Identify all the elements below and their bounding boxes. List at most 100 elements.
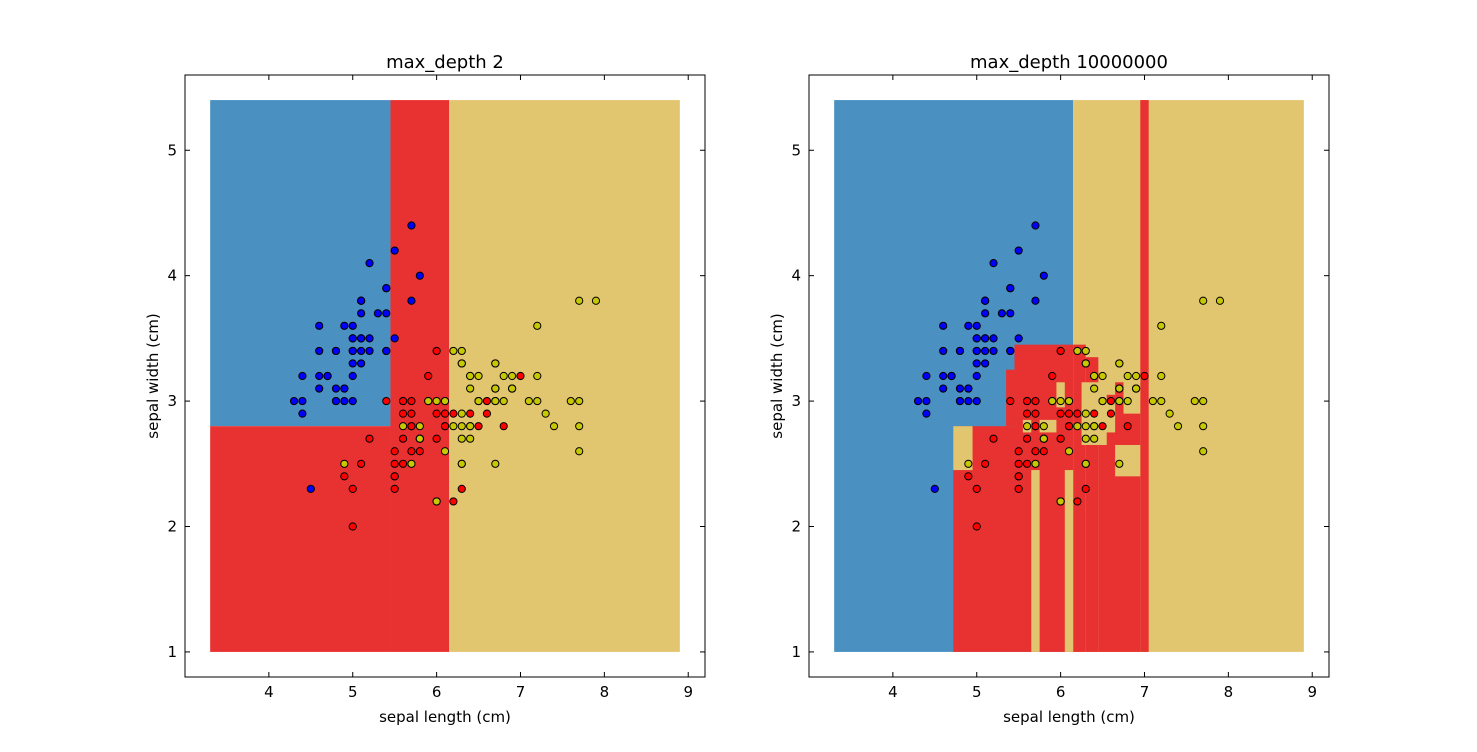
data-point-versicolor xyxy=(407,409,416,418)
data-point-setosa xyxy=(382,284,391,293)
data-point-setosa xyxy=(922,371,931,381)
data-point-versicolor xyxy=(390,447,399,456)
data-point-versicolor xyxy=(1022,396,1032,406)
data-point-virginica xyxy=(457,359,466,368)
data-point-setosa xyxy=(348,396,357,406)
data-point-setosa xyxy=(1031,221,1040,230)
data-point-setosa xyxy=(981,296,990,305)
plot-area: 4 5 6 7 8 9 1 2 3 4 5 xyxy=(791,74,1330,701)
data-point-setosa xyxy=(972,346,981,356)
data-point-setosa xyxy=(1014,334,1023,343)
data-point-virginica xyxy=(1157,371,1166,381)
decision-region-virginica xyxy=(1031,470,1040,652)
data-point-versicolor xyxy=(516,371,525,381)
data-point-setosa xyxy=(1006,346,1015,356)
data-point-virginica xyxy=(466,434,475,443)
data-point-setosa xyxy=(939,384,948,393)
y-axis-label: sepal width (cm) xyxy=(144,313,162,438)
data-point-versicolor xyxy=(432,346,441,356)
data-point-virginica xyxy=(1115,359,1124,368)
data-point-setosa xyxy=(964,384,973,393)
data-point-setosa xyxy=(939,371,948,381)
data-point-versicolor xyxy=(390,472,399,481)
data-point-versicolor xyxy=(1140,371,1149,381)
data-point-virginica xyxy=(1081,359,1090,368)
data-point-versicolor xyxy=(382,396,391,406)
data-point-virginica xyxy=(1081,409,1090,418)
data-point-virginica xyxy=(474,396,483,406)
data-point-versicolor xyxy=(357,459,366,468)
data-point-setosa xyxy=(972,371,981,381)
data-point-setosa xyxy=(323,371,332,381)
x-tick-label: 6 xyxy=(1056,683,1066,701)
data-point-versicolor xyxy=(1106,396,1116,406)
data-point-setosa xyxy=(340,384,349,393)
data-point-virginica xyxy=(1081,434,1090,443)
data-point-setosa xyxy=(331,384,341,393)
data-point-virginica xyxy=(1090,384,1099,393)
data-point-setosa xyxy=(922,396,931,406)
data-point-virginica xyxy=(499,396,508,406)
decision-region-virginica xyxy=(1123,376,1141,414)
data-point-setosa xyxy=(972,321,981,330)
data-point-virginica xyxy=(1090,434,1099,443)
data-point-virginica xyxy=(964,459,973,468)
data-point-virginica xyxy=(1115,384,1124,393)
data-point-virginica xyxy=(1090,422,1099,431)
data-point-virginica xyxy=(507,384,517,393)
data-point-versicolor xyxy=(424,371,433,381)
data-point-versicolor xyxy=(432,434,441,443)
data-point-virginica xyxy=(457,422,466,431)
data-point-virginica xyxy=(466,422,475,431)
data-point-virginica xyxy=(474,371,483,381)
data-point-virginica xyxy=(1048,396,1057,406)
data-point-setosa xyxy=(972,359,981,368)
data-point-setosa xyxy=(964,321,973,330)
x-axis-label: sepal length (cm) xyxy=(379,708,511,726)
data-point-virginica xyxy=(1090,371,1099,381)
data-point-virginica xyxy=(457,434,466,443)
decision-region-versicolor xyxy=(210,426,391,652)
data-point-virginica xyxy=(1064,447,1074,456)
data-point-setosa xyxy=(939,346,948,356)
y-tick-label: 5 xyxy=(791,141,801,159)
data-point-setosa xyxy=(1014,246,1023,255)
data-point-virginica xyxy=(533,371,542,381)
data-point-versicolor xyxy=(1073,497,1082,506)
data-point-virginica xyxy=(1064,396,1074,406)
data-point-versicolor xyxy=(449,497,458,506)
data-point-versicolor xyxy=(432,409,441,418)
plot-area: 4 5 6 7 8 9 1 2 3 4 5 xyxy=(167,74,706,701)
data-point-setosa xyxy=(981,346,990,356)
data-point-versicolor xyxy=(1073,409,1082,418)
data-point-virginica xyxy=(466,371,475,381)
data-point-setosa xyxy=(365,259,374,268)
data-point-virginica xyxy=(415,422,424,431)
data-point-virginica xyxy=(1073,346,1082,356)
chart-title: max_depth 2 xyxy=(386,52,504,73)
data-point-versicolor xyxy=(1022,459,1032,468)
y-axis-label: sepal width (cm) xyxy=(768,313,786,438)
data-point-versicolor xyxy=(398,409,408,418)
x-tick-label: 9 xyxy=(683,683,693,701)
data-point-versicolor xyxy=(989,434,998,443)
data-point-setosa xyxy=(357,346,366,356)
data-point-virginica xyxy=(1115,396,1124,406)
data-point-setosa xyxy=(930,484,939,493)
axes-frame xyxy=(808,74,1330,678)
data-point-versicolor xyxy=(449,409,458,418)
data-point-setosa xyxy=(382,346,391,356)
chart-title: max_depth 10000000 xyxy=(970,52,1168,73)
data-point-setosa xyxy=(390,246,399,255)
data-point-setosa xyxy=(365,334,374,343)
data-point-setosa xyxy=(306,484,315,493)
data-point-setosa xyxy=(348,346,357,356)
x-tick-label: 7 xyxy=(516,683,526,701)
data-point-virginica xyxy=(449,422,458,431)
data-point-virginica xyxy=(1199,422,1208,431)
data-point-versicolor xyxy=(1048,371,1057,381)
data-point-setosa xyxy=(1031,296,1040,305)
data-point-virginica xyxy=(407,459,416,468)
data-point-versicolor xyxy=(407,447,416,456)
data-point-versicolor xyxy=(499,422,508,431)
